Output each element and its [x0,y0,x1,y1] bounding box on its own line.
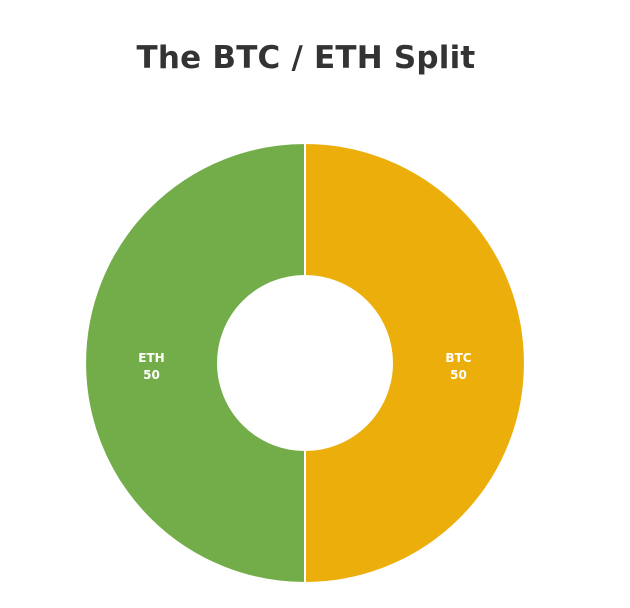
chart-title: The BTC / ETH Split [136,40,476,76]
slice-label-eth: ETH [138,351,164,365]
slice-btc[interactable] [304,141,526,585]
slice-value-btc: 50 [450,368,467,382]
slice-eth[interactable] [84,141,306,585]
slice-value-eth: 50 [143,368,160,382]
slice-label-btc: BTC [445,351,471,365]
labels-group: BTC 50 ETH 50 [138,351,471,382]
slices-group [84,141,526,585]
